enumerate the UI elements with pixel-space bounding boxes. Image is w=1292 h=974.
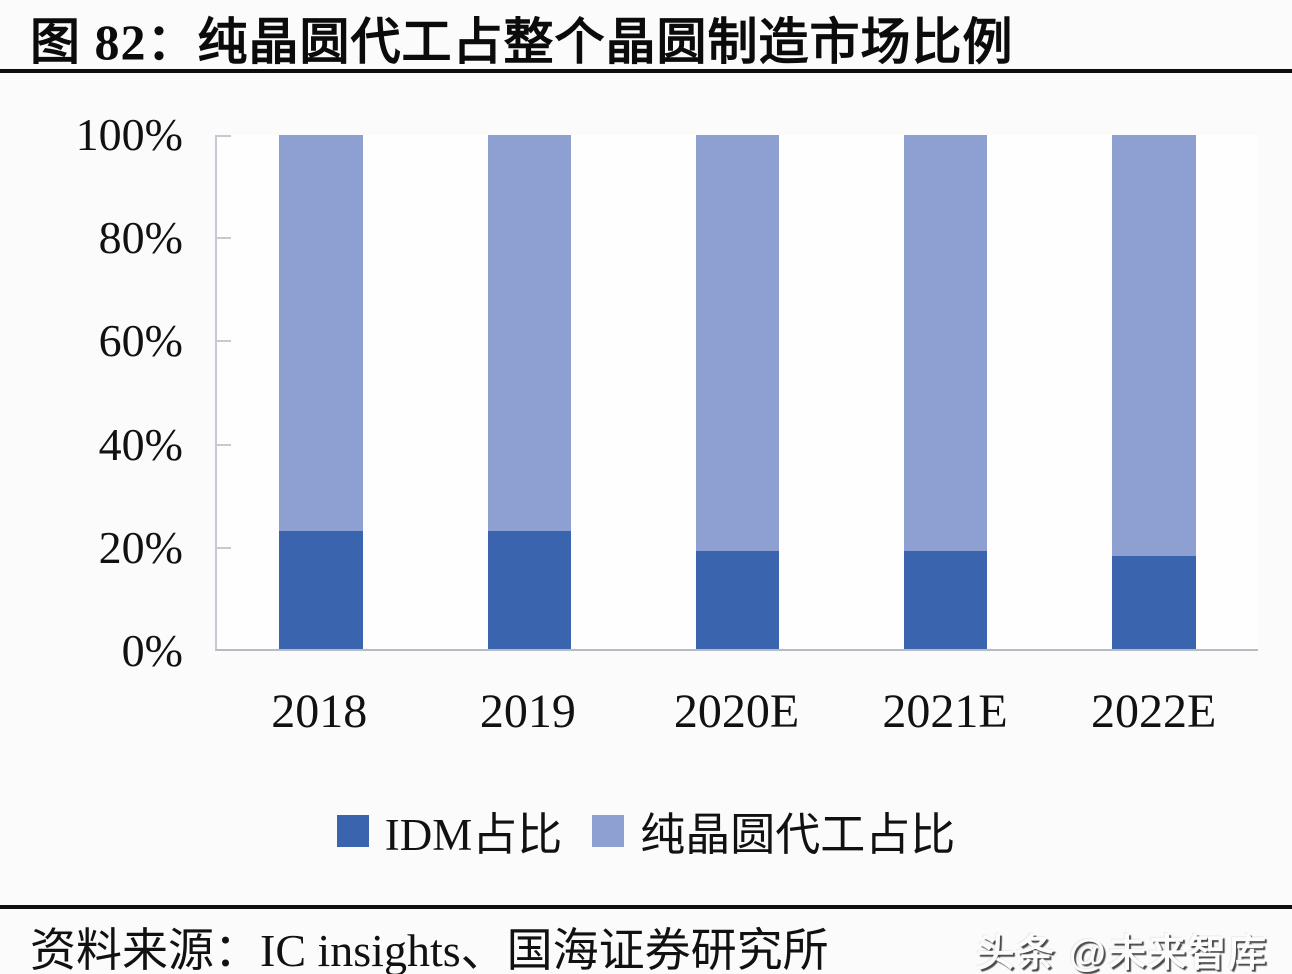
watermark: 头条 @未来智库 [976, 933, 1268, 974]
legend-label: 纯晶圆代工占比 [640, 810, 956, 860]
title-divider [0, 69, 1292, 73]
figure-title: 图 82：纯晶圆代工占整个晶圆制造市场比例 [30, 14, 1014, 70]
plot-area [215, 135, 1258, 651]
y-axis: 0% 20% 40% 60% 80% 100% [0, 110, 183, 676]
y-tick-label: 20% [98, 521, 183, 573]
stacked-bar-2021E [904, 135, 988, 649]
bar-segment-idm [279, 530, 363, 649]
bar-slot [842, 135, 1050, 649]
y-tick-mark [215, 237, 231, 240]
legend-swatch [592, 814, 625, 847]
bar-slot [217, 135, 425, 649]
x-tick-label: 2020E [673, 685, 800, 738]
legend-item: 纯晶圆代工占比 [592, 798, 955, 863]
stacked-bar-2020E [695, 135, 780, 649]
x-tick-label: 2018 [271, 685, 368, 738]
bar-segment-foundry [904, 135, 988, 552]
legend-item: IDM占比 [336, 798, 563, 863]
bar-segment-idm [904, 551, 988, 649]
bar-segment-idm [1112, 556, 1196, 649]
stacked-bar-2019 [487, 135, 571, 649]
y-tick-label: 80% [98, 212, 183, 264]
y-tick-mark [215, 546, 231, 549]
bar-slot [425, 135, 633, 649]
legend: IDM占比 纯晶圆代工占比 [0, 798, 1292, 863]
y-tick-label: 60% [98, 315, 183, 367]
stacked-bar-2022E [1112, 135, 1196, 649]
legend-swatch [336, 814, 369, 847]
bar-slot [1050, 135, 1258, 649]
footer-divider [0, 905, 1292, 909]
bar-segment-foundry [487, 135, 571, 531]
x-tick-label: 2022E [1091, 685, 1217, 738]
bar-segment-idm [487, 530, 571, 649]
source-note: 资料来源：IC insights、国海证券研究所 [30, 925, 829, 974]
y-tick-mark [215, 135, 231, 137]
bar-segment-foundry [1112, 135, 1196, 557]
y-tick-label: 0% [121, 625, 183, 676]
bar-segment-foundry [279, 135, 363, 531]
stacked-bar-2018 [279, 135, 363, 649]
x-axis: 2018 2019 2020E 2021E 2022E [215, 684, 1258, 739]
bar-segment-foundry [695, 135, 780, 552]
y-tick-label: 40% [98, 418, 183, 470]
y-tick-mark [215, 340, 231, 343]
bar-segment-idm [695, 551, 780, 649]
y-tick-mark [215, 443, 231, 446]
x-tick-label: 2021E [882, 685, 1008, 738]
bar-slot [633, 135, 841, 649]
legend-label: IDM占比 [384, 810, 563, 860]
y-tick-label: 100% [75, 109, 183, 160]
x-tick-label: 2019 [479, 685, 576, 738]
